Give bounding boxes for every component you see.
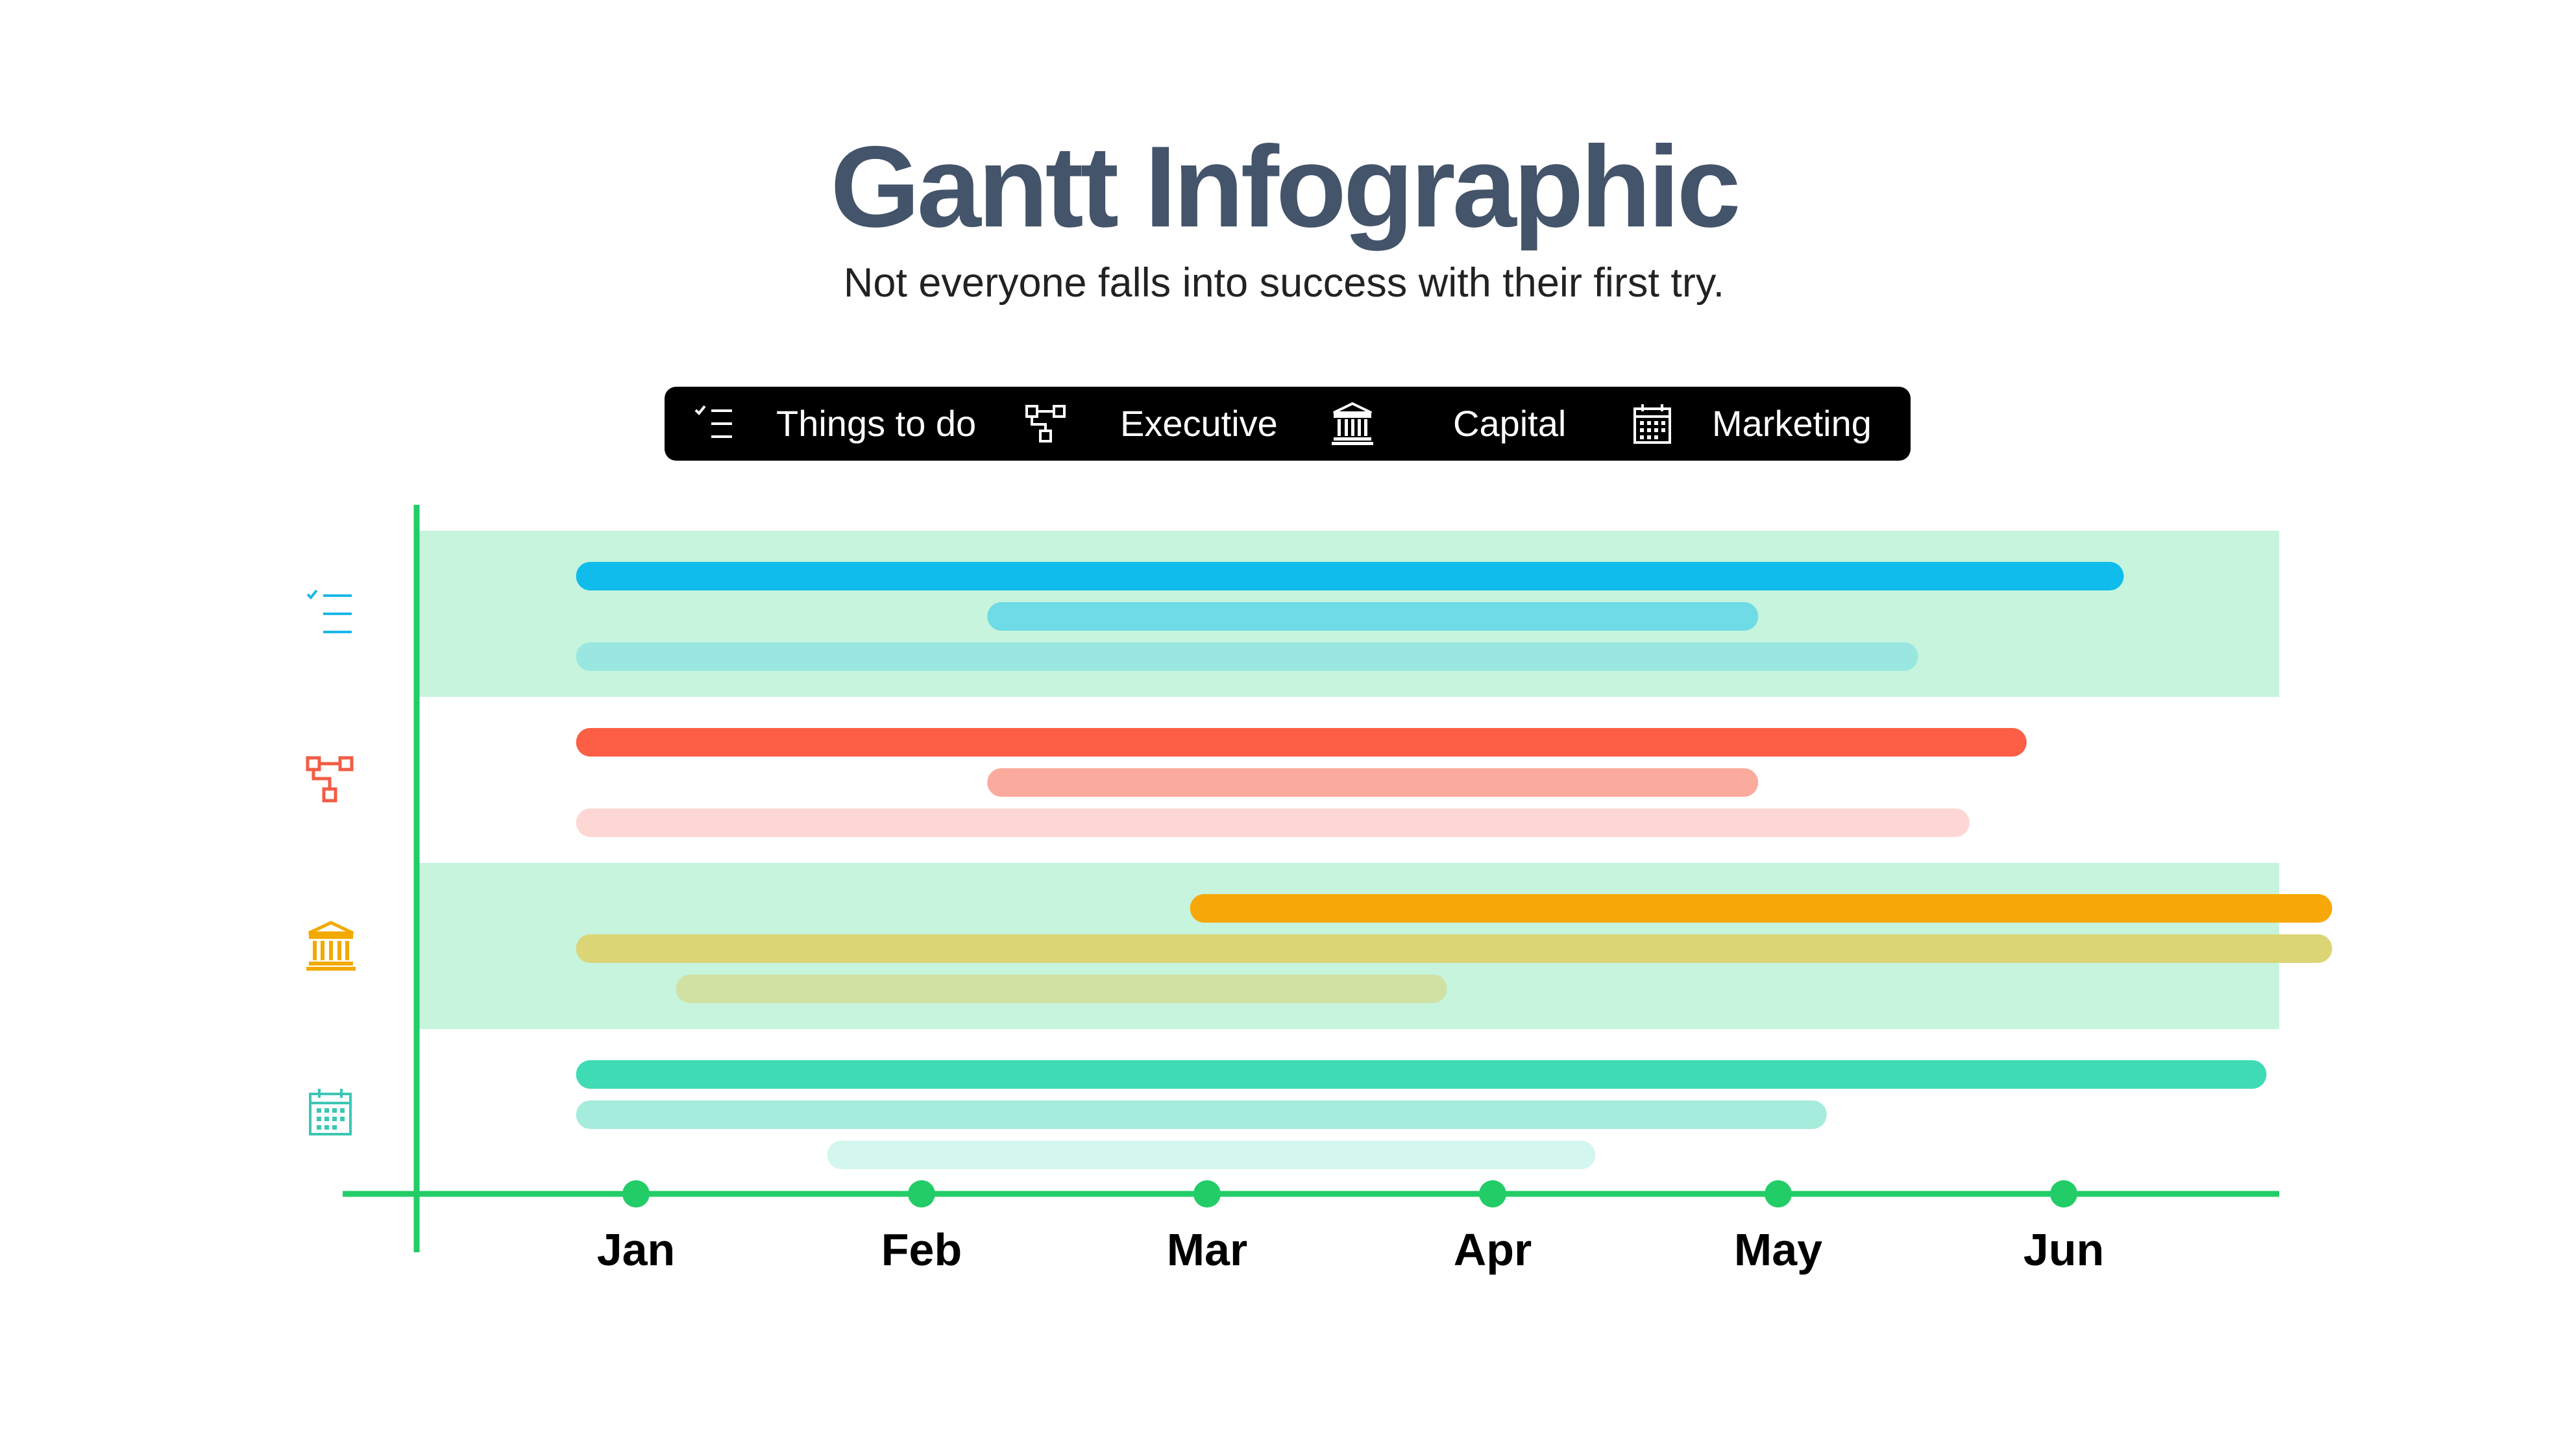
- gantt-bar-1-2: [576, 808, 1970, 837]
- axis-tick-dot-jan: [622, 1180, 650, 1207]
- axis-tick-dot-feb: [908, 1180, 935, 1207]
- x-tick-label-jan: Jan: [597, 1224, 676, 1275]
- legend-bar: Things to do Executive Capital: [665, 387, 1911, 461]
- legend-label-marketing: Marketing: [1712, 403, 1872, 444]
- axis-tick-dot-mar: [1193, 1180, 1221, 1207]
- gantt-bar-2-2: [676, 975, 1447, 1003]
- checklist-icon: [694, 405, 732, 438]
- axis-tick-dot-jun: [2050, 1180, 2077, 1207]
- axis-tick-dot-may: [1765, 1180, 1792, 1207]
- gantt-bar-2-0: [1190, 894, 2332, 923]
- chart-subtitle: Not everyone falls into success with the…: [843, 260, 1725, 306]
- bank-icon: [1332, 402, 1373, 445]
- calendar-icon: [309, 1089, 352, 1135]
- gantt-bar-1-0: [576, 728, 2027, 757]
- gantt-bar-3-2: [827, 1141, 1596, 1169]
- gantt-bar-1-1: [987, 768, 1759, 797]
- x-tick-label-may: May: [1734, 1224, 1822, 1275]
- legend-label-things-to-do: Things to do: [776, 403, 977, 444]
- legend-label-capital: Capital: [1453, 403, 1567, 444]
- gantt-bar-0-1: [987, 602, 1759, 631]
- gantt-bar-3-1: [576, 1100, 1827, 1129]
- axis-tick-dot-apr: [1479, 1180, 1506, 1207]
- gantt-bar-2-1: [576, 934, 2332, 963]
- x-tick-label-jun: Jun: [2024, 1224, 2104, 1275]
- x-tick-label-mar: Mar: [1167, 1224, 1247, 1275]
- gantt-bar-0-0: [576, 562, 2124, 590]
- gantt-bar-3-0: [576, 1060, 2267, 1089]
- x-tick-label-feb: Feb: [881, 1224, 962, 1275]
- calendar-icon: [1633, 404, 1671, 444]
- gantt-bar-0-2: [576, 642, 1918, 671]
- chart-title: Gantt Infographic: [830, 122, 1741, 251]
- bank-icon: [306, 921, 356, 971]
- org-chart-icon: [306, 756, 354, 803]
- checklist-icon: [306, 589, 352, 633]
- x-tick-label-apr: Apr: [1454, 1224, 1532, 1275]
- legend-label-executive: Executive: [1120, 403, 1278, 444]
- org-chart-icon: [1025, 405, 1066, 443]
